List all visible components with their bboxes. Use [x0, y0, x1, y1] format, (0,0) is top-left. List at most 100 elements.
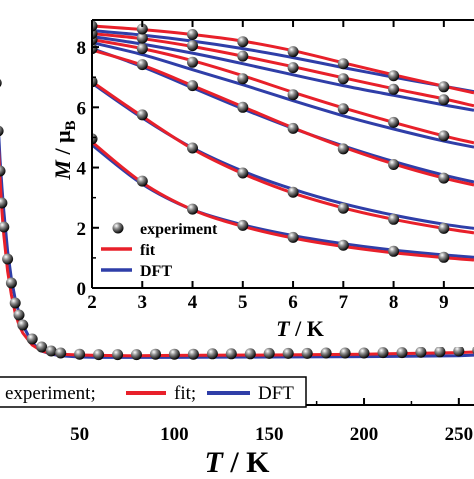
main-experiment-point: [55, 348, 66, 359]
inset-experiment-point: [237, 168, 248, 179]
inset-experiment-point: [438, 223, 449, 234]
inset-experiment-point: [438, 130, 449, 141]
main-experiment-point: [0, 198, 7, 209]
inset-x-tick-label: 5: [238, 292, 248, 313]
inset-x-tick-label: 7: [339, 292, 349, 313]
main-experiment-point: [453, 346, 464, 357]
inset-x-tick-label: 3: [138, 292, 148, 313]
main-experiment-point: [378, 347, 389, 358]
inset-legend-experiment-label: experiment: [140, 221, 218, 238]
main-experiment-point: [27, 334, 38, 345]
inset-experiment-point: [288, 123, 299, 134]
main-x-tick-label: 50: [70, 424, 89, 445]
main-experiment-point: [434, 346, 445, 357]
x-label-variable: T: [205, 446, 225, 474]
main-legend-fit-label: fit;: [174, 383, 196, 404]
main-experiment-point: [397, 347, 408, 358]
inset-experiment-point: [187, 204, 198, 215]
inset-experiment-point: [187, 143, 198, 154]
x-label-unit: / K: [223, 446, 270, 474]
main-legend-dft-label: DFT: [258, 383, 294, 404]
inset-experiment-point: [137, 43, 148, 54]
inset-experiment-point: [438, 94, 449, 105]
inset-experiment-point: [388, 159, 399, 170]
inset-experiment-point: [438, 173, 449, 184]
main-experiment-point: [93, 349, 104, 360]
main-x-tick-label: 200: [350, 424, 379, 445]
inset-experiment-point: [338, 240, 349, 251]
inset-experiment-point: [388, 117, 399, 128]
inset-x-tick-label: 8: [389, 292, 399, 313]
main-x-tick-label: 150: [255, 424, 284, 445]
main-experiment-point: [245, 348, 256, 359]
inset-experiment-point: [388, 214, 399, 225]
main-experiment-point: [46, 346, 57, 357]
inset-experiment-point: [388, 70, 399, 81]
inset-experiment-point: [288, 232, 299, 243]
main-experiment-point: [302, 348, 313, 359]
inset-experiment-point: [338, 143, 349, 154]
inset-experiment-point: [338, 103, 349, 114]
main-x-axis-label: T / K: [205, 446, 271, 474]
inset-experiment-point: [288, 89, 299, 100]
inset-y-label-variable: M: [50, 159, 75, 181]
inset-experiment-point: [438, 252, 449, 263]
inset-x-axis-label: T / K: [276, 316, 324, 341]
main-x-tick-label: 250: [445, 424, 474, 445]
inset-x-tick-label: 6: [288, 292, 298, 313]
main-experiment-point: [226, 348, 237, 359]
main-experiment-point: [264, 348, 275, 359]
main-experiment-point: [6, 278, 17, 289]
main-experiment-point: [2, 254, 13, 265]
inset-y-tick-label: 6: [77, 98, 87, 119]
inset-experiment-point: [288, 187, 299, 198]
main-experiment-point: [340, 348, 351, 359]
main-experiment-point: [112, 349, 123, 360]
inset-y-label-unit: / μ: [50, 130, 75, 160]
main-experiment-point: [131, 349, 142, 360]
main-experiment-point: [0, 78, 2, 89]
main-experiment-point: [415, 347, 426, 358]
inset-experiment-point: [237, 73, 248, 84]
inset-experiment-point: [137, 109, 148, 120]
inset-experiment-point: [137, 59, 148, 70]
main-experiment-point: [359, 348, 370, 359]
inset-legend-experiment-marker: [113, 223, 124, 234]
inset-x-tick-label: 4: [188, 292, 198, 313]
main-legend: experiment;fit;DFT: [0, 377, 306, 407]
inset-x-tick-label: 9: [439, 292, 449, 313]
inset-experiment-point: [338, 58, 349, 69]
inset-experiment-point: [187, 57, 198, 68]
inset-y-tick-label: 0: [77, 279, 87, 300]
main-experiment-point: [0, 166, 6, 177]
main-experiment-point: [207, 348, 218, 359]
main-experiment-point: [150, 349, 161, 360]
inset-experiment-point: [288, 62, 299, 73]
inset-experiment-point: [237, 220, 248, 231]
main-x-tick-label: 100: [160, 424, 189, 445]
inset-y-axis-label-group: M / μB: [50, 120, 79, 180]
main-experiment-point: [10, 298, 21, 309]
main-experiment-point: [188, 349, 199, 360]
inset-x-tick-label: 2: [87, 292, 97, 313]
inset-x-label-unit: / K: [290, 316, 324, 341]
main-experiment-point: [74, 349, 85, 360]
inset-experiment-point: [388, 84, 399, 95]
main-experiment-point: [0, 126, 4, 137]
inset-experiment-point: [438, 81, 449, 92]
inset-experiment-point: [388, 246, 399, 257]
main-experiment-point: [0, 222, 9, 233]
inset-experiment-point: [237, 51, 248, 62]
inset-legend-dft-label: DFT: [140, 263, 172, 280]
main-experiment-point: [169, 349, 180, 360]
main-experiment-point: [36, 342, 47, 353]
inset-y-label-subscript: B: [63, 120, 79, 130]
inset-y-tick-label: 4: [77, 159, 87, 180]
main-experiment-point: [14, 310, 25, 321]
inset-y-tick-label: 8: [77, 38, 87, 59]
inset-legend-fit-label: fit: [140, 242, 156, 259]
inset-y-axis-label: M / μB: [50, 120, 79, 180]
inset-experiment-point: [187, 80, 198, 91]
